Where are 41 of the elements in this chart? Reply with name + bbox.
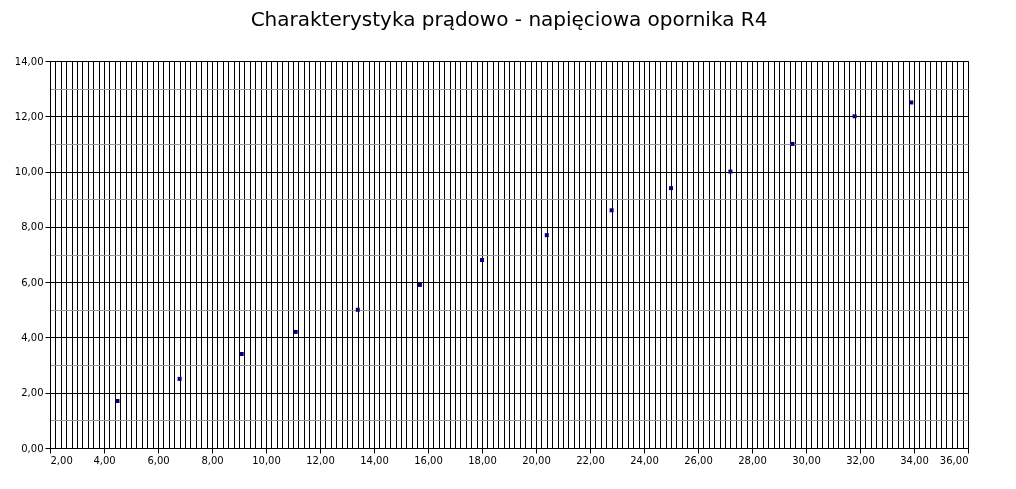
x-tick-label: 4,00: [93, 454, 116, 466]
y-tick-label: 14,00: [14, 55, 44, 67]
point: [177, 376, 182, 381]
point: [728, 169, 733, 174]
point: [293, 329, 298, 334]
point: [669, 186, 673, 191]
y-tick-label: 2,00: [21, 387, 44, 399]
x-tick-label: 34,00: [900, 454, 929, 466]
point: [790, 141, 795, 146]
y-tick-label: 4,00: [21, 331, 44, 343]
x-tick-label: 14,00: [360, 454, 389, 466]
point: [609, 208, 614, 213]
x-tick-label: 26,00: [684, 454, 713, 466]
x-tick-label: 28,00: [738, 454, 767, 466]
point: [852, 114, 857, 119]
y-tick-label: 12,00: [14, 110, 44, 122]
x-tick-label: 32,00: [846, 454, 875, 466]
y-tick-label: 8,00: [21, 221, 44, 233]
x-tick-label: 12,00: [306, 454, 335, 466]
point: [417, 282, 422, 287]
x-tick-label: 30,00: [792, 454, 821, 466]
x-tick-label: 6,00: [147, 454, 170, 466]
x-tick-label: 8,00: [201, 454, 224, 466]
x-tick-label: 22,00: [576, 454, 605, 466]
x-tick-label: 10,00: [252, 454, 281, 466]
x-tick-label: 2,00: [50, 454, 73, 466]
point: [909, 100, 914, 105]
chart-title: Charakterystyka prądowo - napięciowa opornika R4: [250, 7, 768, 31]
y-tick-label: 10,00: [14, 166, 44, 178]
x-tick-label: 20,00: [522, 454, 551, 466]
point: [355, 307, 360, 312]
x-tick-label: 18,00: [468, 454, 497, 466]
y-tick-label: 6,00: [21, 276, 44, 288]
x-tick-label: 24,00: [630, 454, 659, 466]
point: [239, 352, 244, 357]
point: [480, 258, 484, 263]
point: [544, 233, 549, 238]
x-tick-label: 36,00: [939, 454, 969, 466]
point: [115, 399, 120, 404]
x-tick-label: 16,00: [414, 454, 443, 466]
y-tick-label: 0,00: [21, 442, 44, 454]
